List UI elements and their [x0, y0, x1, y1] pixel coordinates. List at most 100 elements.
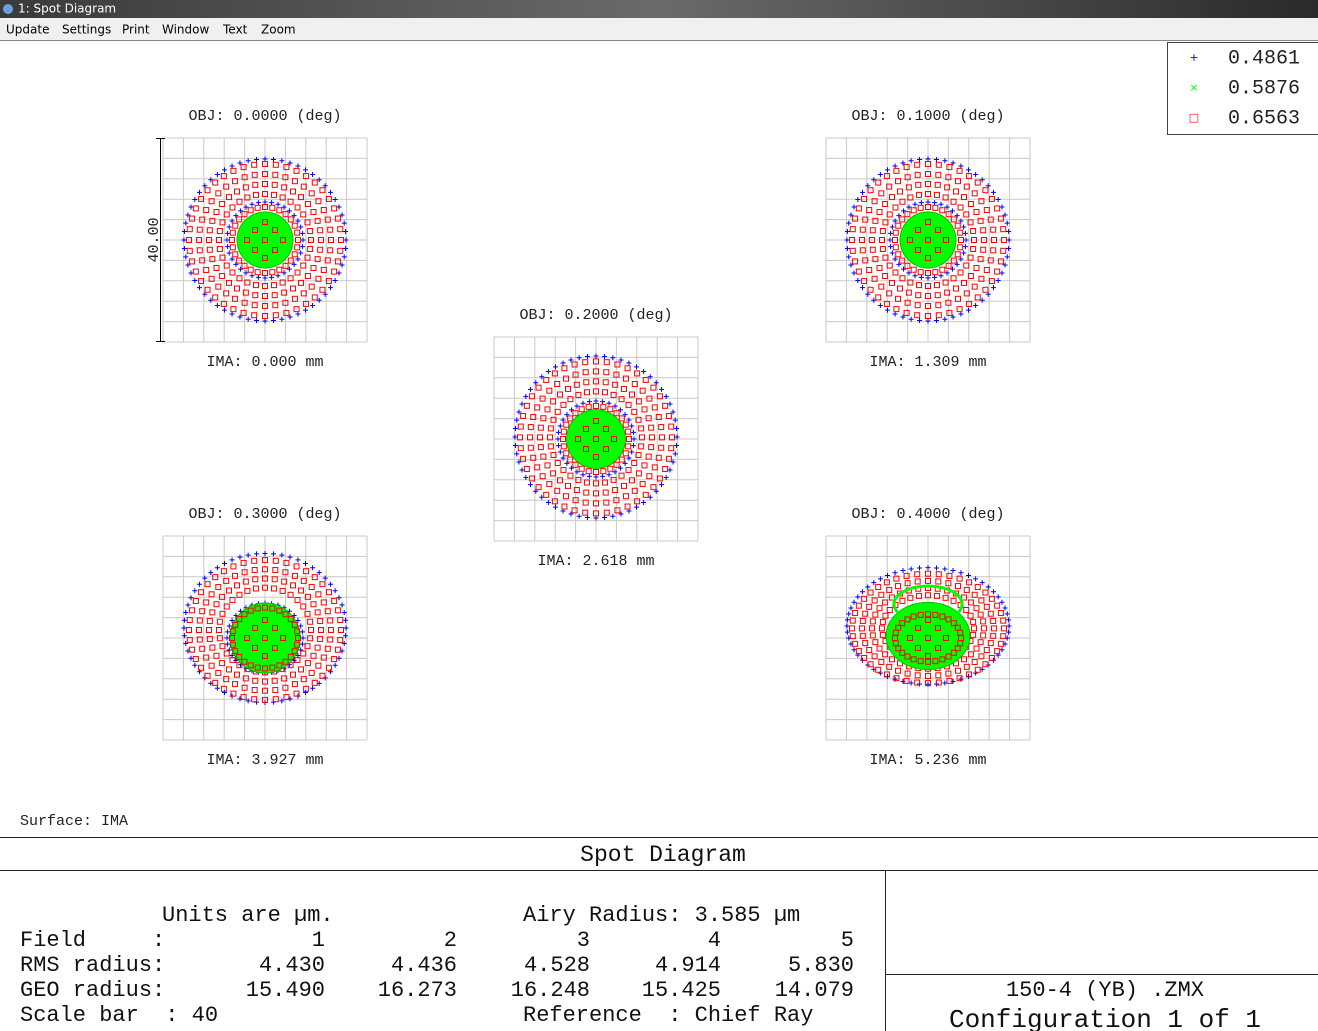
- spot-marker: [914, 578, 921, 585]
- spot-marker: [294, 656, 301, 663]
- spot-marker: [316, 570, 322, 576]
- spot-marker: [262, 293, 268, 299]
- spot-marker: [904, 653, 911, 660]
- spot-marker: [980, 227, 987, 234]
- spot-marker: [603, 426, 609, 432]
- spot-marker: [290, 285, 296, 292]
- spot-marker: [851, 647, 857, 653]
- spot-marker: [232, 295, 239, 302]
- spot-marker: [219, 610, 226, 617]
- spot-marker: [631, 381, 638, 388]
- spot-marker: [199, 216, 206, 223]
- spot-marker: [849, 247, 856, 254]
- spot-marker: [908, 566, 914, 572]
- spot-marker: [219, 254, 226, 261]
- spot-marker: [603, 499, 610, 506]
- spot-marker: [904, 580, 911, 587]
- spot-marker: [995, 197, 1001, 202]
- spot-marker: [954, 295, 961, 302]
- spot-marker: [204, 187, 211, 194]
- spot-marker: [206, 246, 213, 253]
- spot-marker: [331, 656, 338, 663]
- spot-marker: [327, 636, 334, 643]
- spot-marker: [232, 572, 239, 579]
- spot-marker: [855, 268, 862, 275]
- spot-marker: [600, 468, 607, 475]
- spot-marker: [918, 274, 924, 280]
- spot-marker: [983, 207, 990, 214]
- spot-marker: [878, 591, 885, 598]
- spot-marker: [254, 551, 260, 557]
- spot-marker: [216, 237, 222, 243]
- spot-marker: [625, 443, 632, 450]
- menu-item[interactable]: Update: [6, 23, 49, 37]
- spot-marker: [192, 656, 199, 663]
- spot-marker: [341, 220, 347, 226]
- spot-plot: [825, 137, 1031, 343]
- spot-marker: [220, 300, 227, 307]
- field-ima-label: IMA: 1.309 mm: [869, 354, 986, 371]
- spot-marker: [674, 434, 680, 440]
- spot-marker: [974, 294, 981, 301]
- spot-marker: [667, 401, 673, 407]
- spot-marker: [287, 591, 294, 598]
- spot-marker: [262, 275, 268, 281]
- spot-marker: [612, 403, 618, 409]
- spot-marker: [276, 607, 283, 614]
- spot-marker: [889, 224, 895, 230]
- spot-marker: [311, 574, 318, 581]
- spot-marker: [519, 467, 525, 473]
- spot-marker: [561, 503, 568, 510]
- menu-item[interactable]: Zoom: [261, 23, 296, 37]
- spot-marker: [244, 237, 250, 243]
- spot-marker: [262, 617, 268, 623]
- spot-marker: [966, 671, 973, 678]
- spot-marker: [276, 207, 283, 214]
- spot-marker: [181, 245, 187, 251]
- spot-marker: [251, 161, 258, 168]
- spot-marker: [287, 662, 294, 669]
- spot-marker: [634, 364, 639, 370]
- spot-marker: [1002, 262, 1008, 268]
- scale-bar: [156, 138, 165, 342]
- spot-marker: [611, 436, 617, 442]
- menu-item[interactable]: Text: [222, 23, 248, 37]
- spot-marker: [593, 388, 599, 395]
- spot-marker: [954, 583, 961, 590]
- spot-marker: [281, 675, 288, 682]
- spot-marker: [635, 416, 642, 423]
- spot-marker: [1006, 229, 1012, 235]
- spot-marker: [324, 257, 331, 264]
- spot-marker: [876, 265, 883, 271]
- spot-marker: [245, 316, 251, 322]
- spot-marker: [282, 211, 289, 218]
- spot-marker: [648, 424, 655, 431]
- spot-marker: [970, 228, 977, 235]
- spot-marker: [332, 588, 338, 594]
- spot-marker: [932, 204, 939, 211]
- spot-marker: [569, 407, 575, 413]
- spot-marker: [844, 623, 850, 629]
- spot-marker: [950, 275, 957, 282]
- spot-marker: [925, 658, 931, 665]
- spot-marker: [213, 209, 220, 215]
- spot-marker: [1004, 220, 1010, 226]
- menu-item[interactable]: Print: [122, 23, 150, 37]
- spot-marker: [287, 554, 293, 560]
- spot-marker: [271, 677, 278, 684]
- spot-marker: [327, 226, 334, 233]
- spot-marker: [601, 515, 607, 521]
- spot-marker: [869, 618, 876, 625]
- spot-marker: [186, 247, 193, 254]
- spot-marker: [988, 278, 995, 285]
- spot-marker: [208, 198, 215, 205]
- menu-item[interactable]: Settings: [62, 23, 111, 37]
- spot-marker: [537, 424, 544, 431]
- spot-marker: [567, 456, 574, 463]
- spot-marker: [232, 222, 239, 229]
- spot-marker: [287, 160, 293, 166]
- spot-marker: [291, 295, 298, 302]
- spot-marker: [295, 256, 301, 262]
- menu-item[interactable]: Window: [162, 23, 210, 37]
- spot-marker: [988, 595, 995, 602]
